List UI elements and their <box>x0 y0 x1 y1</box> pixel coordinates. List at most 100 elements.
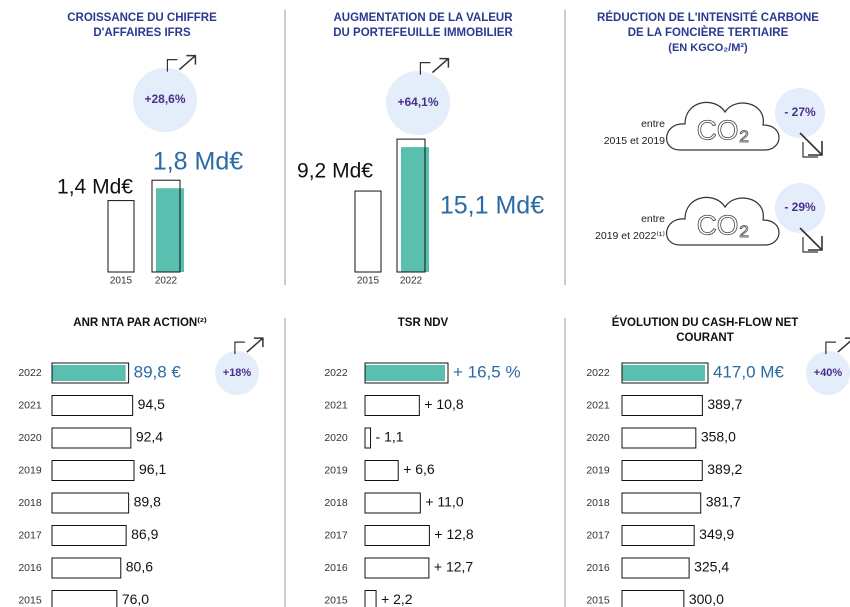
value-label: 80,6 <box>126 559 153 575</box>
value-label: 89,8 <box>134 494 161 510</box>
bar <box>621 460 703 481</box>
badge <box>775 183 825 233</box>
bar <box>621 362 709 384</box>
bar <box>364 590 377 607</box>
bar <box>51 427 132 449</box>
value-label: + 10,8 <box>424 396 464 412</box>
value-label: + 12,8 <box>434 526 474 542</box>
period-label: entre <box>641 118 665 130</box>
bar <box>51 362 130 384</box>
y-tick-label: 2016 <box>586 562 610 574</box>
chart-title: AUGMENTATION DE LA VALEUR <box>333 12 513 24</box>
bar <box>621 427 697 449</box>
arrow-icon <box>799 132 823 156</box>
y-tick-label: 2018 <box>586 497 610 509</box>
period-label: entre <box>641 213 665 225</box>
arrow-icon <box>799 227 823 251</box>
y-tick-label: 2019 <box>324 464 348 476</box>
y-tick-label: 2015 <box>324 594 348 606</box>
bar <box>364 460 399 481</box>
value-label: 89,8 € <box>134 362 182 381</box>
arrow-hook <box>166 59 178 72</box>
bar <box>51 557 122 579</box>
cloud-label: CO₂ <box>697 209 750 240</box>
bar <box>51 492 130 514</box>
value-label: 389,2 <box>707 461 742 477</box>
bar <box>621 590 685 607</box>
y-tick-label: 2021 <box>586 399 610 411</box>
chart-title: D'AFFAIRES IFRS <box>93 27 191 39</box>
value-label: 76,0 <box>122 591 149 607</box>
arrow-hook <box>802 142 818 158</box>
value-label: 358,0 <box>701 429 736 445</box>
bar <box>354 190 382 273</box>
value-label: + 2,2 <box>381 591 413 607</box>
x-tick-label: 2022 <box>400 276 423 287</box>
bar <box>396 138 426 273</box>
bar <box>364 362 449 384</box>
bar <box>107 200 135 273</box>
value-label: 1,8 Md€ <box>153 148 243 176</box>
x-tick-label: 2015 <box>110 276 133 287</box>
arrow-hook <box>234 341 245 355</box>
y-tick-label: 2019 <box>18 464 42 476</box>
value-label: 349,9 <box>699 526 734 542</box>
badge-label: +40% <box>814 367 843 379</box>
cloud <box>666 196 780 246</box>
value-label: 381,7 <box>706 494 741 510</box>
value-label: + 12,7 <box>434 559 474 575</box>
y-tick-label: 2019 <box>586 464 610 476</box>
bar <box>621 492 702 514</box>
chart-title: ANR NTA PAR ACTION⁽²⁾ <box>73 316 207 329</box>
y-tick-label: 2015 <box>586 594 610 606</box>
y-tick-label: 2017 <box>18 529 42 541</box>
bar <box>51 460 135 481</box>
bar <box>151 179 181 273</box>
chart-title: COURANT <box>676 332 734 344</box>
bar <box>621 557 690 579</box>
value-label: - 1,1 <box>376 429 404 445</box>
value-label: + 6,6 <box>403 461 435 477</box>
bar <box>621 525 695 546</box>
chart-title: CROISSANCE DU CHIFFRE <box>67 12 217 24</box>
x-tick-label: 2015 <box>357 276 380 287</box>
y-tick-label: 2018 <box>18 497 42 509</box>
y-tick-label: 2020 <box>18 432 42 444</box>
value-label: 15,1 Md€ <box>440 192 544 220</box>
value-label: 86,9 <box>131 526 158 542</box>
bar <box>51 395 134 416</box>
value-label: + 16,5 % <box>453 362 521 381</box>
badge-label: +64,1% <box>397 95 438 109</box>
bar <box>364 395 420 416</box>
bar-fill <box>401 147 429 272</box>
bar <box>51 525 127 546</box>
y-tick-label: 2020 <box>586 432 610 444</box>
bar <box>621 395 703 416</box>
chart-title: DU PORTEFEUILLE IMMOBILIER <box>333 27 513 39</box>
chart-title: DE LA FONCIÈRE TERTIAIRE <box>628 26 789 39</box>
arrow-icon <box>431 57 450 74</box>
value-label: + 11,0 <box>425 494 463 510</box>
bar <box>364 427 372 449</box>
bar-fill <box>365 365 445 381</box>
bar <box>364 525 430 546</box>
bar <box>364 492 421 514</box>
value-label: 389,7 <box>707 396 742 412</box>
y-tick-label: 2022 <box>324 367 348 379</box>
y-tick-label: 2018 <box>324 497 348 509</box>
badge-label: +28,6% <box>144 92 185 106</box>
y-tick-label: 2017 <box>586 529 610 541</box>
y-tick-label: 2021 <box>18 399 42 411</box>
arrow-hook <box>825 341 836 355</box>
y-tick-label: 2020 <box>324 432 348 444</box>
period-label: 2019 et 2022⁽¹⁾ <box>595 230 665 242</box>
badge <box>386 71 450 135</box>
badge <box>775 88 825 138</box>
bar <box>364 557 430 579</box>
bar-fill <box>52 365 126 381</box>
arrow-icon <box>178 54 197 71</box>
y-tick-label: 2022 <box>586 367 610 379</box>
arrow-icon <box>837 337 850 353</box>
chart-title: TSR NDV <box>398 317 449 329</box>
chart-title: ÉVOLUTION DU CASH-FLOW NET <box>612 316 799 329</box>
